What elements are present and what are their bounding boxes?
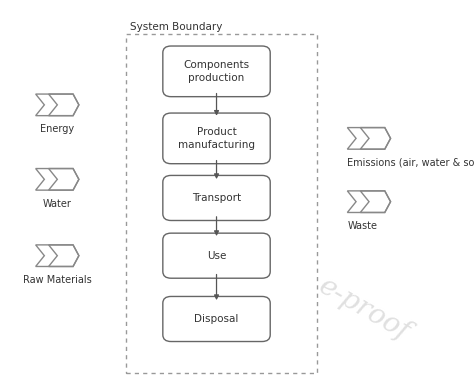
FancyBboxPatch shape bbox=[163, 233, 270, 278]
Bar bbox=[126, 34, 317, 373]
Text: Water: Water bbox=[43, 199, 72, 209]
Text: e-proof: e-proof bbox=[314, 273, 415, 347]
Text: Product
manufacturing: Product manufacturing bbox=[178, 127, 255, 150]
Text: Waste: Waste bbox=[347, 221, 377, 231]
FancyBboxPatch shape bbox=[163, 46, 270, 97]
FancyBboxPatch shape bbox=[163, 296, 270, 341]
FancyBboxPatch shape bbox=[163, 113, 270, 164]
Text: Components
production: Components production bbox=[183, 60, 250, 83]
FancyBboxPatch shape bbox=[163, 176, 270, 220]
Text: Emissions (air, water & soil): Emissions (air, water & soil) bbox=[347, 158, 474, 168]
Text: System Boundary: System Boundary bbox=[130, 22, 222, 32]
Text: Raw Materials: Raw Materials bbox=[23, 275, 91, 285]
Text: Transport: Transport bbox=[192, 193, 241, 203]
Text: Energy: Energy bbox=[40, 124, 74, 134]
Text: Disposal: Disposal bbox=[194, 314, 239, 324]
Text: Use: Use bbox=[207, 250, 226, 261]
